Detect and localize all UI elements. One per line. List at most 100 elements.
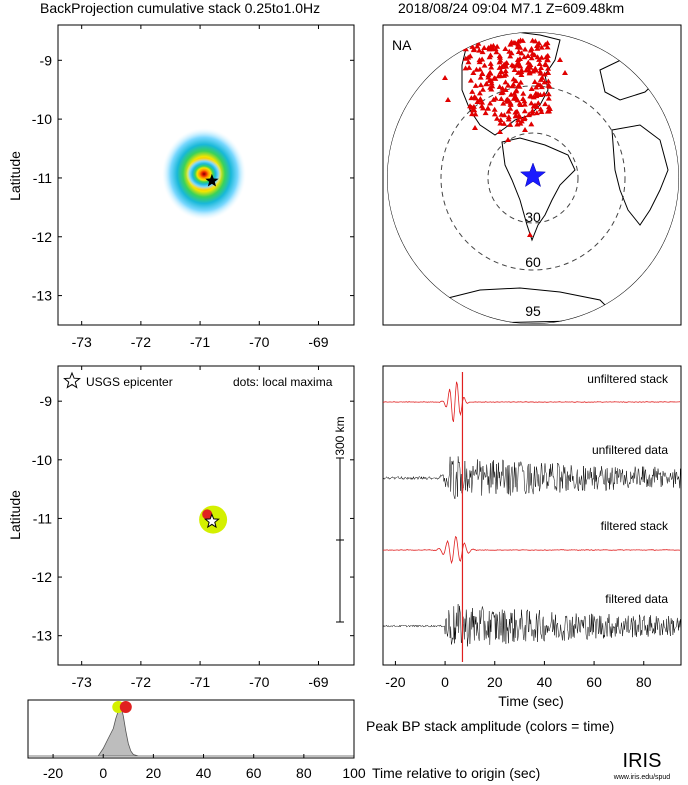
panel1-x-axis: -73 -72 -71 -70 -69 — [72, 25, 329, 350]
station-triangle — [536, 60, 543, 66]
station-triangle — [471, 93, 478, 99]
panel1-ytick-label: -13 — [32, 288, 52, 304]
peak-amplitude-panel: -20 0 20 40 60 80 100 Time relative to origin … — [27, 699, 614, 781]
station-triangle — [487, 100, 494, 106]
station-triangle — [514, 44, 521, 50]
station-triangle — [538, 109, 545, 115]
station-triangle — [515, 117, 522, 123]
panel5-xtick-label: 80 — [296, 765, 312, 781]
trace-filtered-data — [382, 604, 682, 647]
panel1-y-axis: -9 -10 -11 -12 -13 — [32, 52, 354, 304]
trace-unfiltered-stack — [382, 381, 681, 423]
station-triangle — [493, 49, 500, 55]
station-triangle — [491, 111, 498, 117]
panel3-xtick-label: -69 — [308, 674, 328, 690]
station-triangle — [489, 83, 496, 89]
station-triangle — [537, 106, 544, 112]
station-triangle — [471, 107, 478, 113]
station-triangle — [536, 56, 543, 62]
panel5-xlabel: Time relative to origin (sec) — [372, 765, 540, 781]
station-triangle — [545, 82, 552, 88]
panel3-xtick-label: -72 — [131, 674, 151, 690]
left-title: BackProjection cumulative stack 0.25to1.… — [40, 0, 320, 16]
station-triangle — [538, 84, 545, 90]
station-triangle — [522, 127, 528, 132]
panel4-x-axis: -20 0 20 40 60 80 — [385, 661, 652, 690]
panel3-ylabel: Latitude — [7, 490, 23, 540]
station-triangle — [517, 114, 524, 120]
station-triangle — [521, 101, 528, 107]
panel1-xtick-label: -69 — [308, 334, 328, 350]
station-triangle — [508, 50, 515, 56]
station-triangle — [502, 61, 509, 67]
station-triangle — [479, 49, 486, 55]
panel3-ytick-label: -12 — [32, 569, 52, 585]
station-triangle — [469, 88, 476, 94]
station-triangle — [529, 110, 536, 116]
station-triangle — [502, 79, 509, 85]
station-triangle — [527, 93, 534, 99]
station-triangle — [490, 96, 497, 102]
station-triangle — [482, 110, 489, 116]
station-triangle — [474, 98, 481, 104]
traces-panel: unfiltered stack unfiltered data filtere… — [382, 365, 682, 709]
usgs-epicenter-star-icon — [203, 513, 220, 529]
station-triangle — [467, 77, 474, 83]
station-triangle — [545, 104, 552, 110]
panel5-xtick-label: -20 — [43, 765, 63, 781]
station-triangle — [532, 38, 539, 44]
panel4-xtick-label: 40 — [537, 674, 553, 690]
station-triangle — [515, 82, 522, 88]
station-triangle — [507, 121, 514, 127]
station-triangle — [497, 117, 504, 123]
station-triangle — [523, 67, 530, 73]
station-triangle — [535, 100, 542, 106]
panel1-ytick-label: -12 — [32, 229, 52, 245]
amplitude-time-markers — [112, 701, 132, 713]
station-triangle — [487, 60, 494, 66]
station-triangle — [472, 111, 479, 117]
panel5-xtick-label: 0 — [99, 765, 107, 781]
trace-label-unfiltered-stack: unfiltered stack — [587, 372, 669, 386]
station-triangle — [515, 61, 522, 67]
station-triangle — [537, 76, 544, 82]
station-triangle — [479, 86, 486, 92]
station-triangle — [515, 69, 522, 75]
station-triangle — [475, 40, 482, 46]
station-triangle — [557, 57, 563, 62]
station-triangle — [487, 43, 494, 49]
station-triangle — [505, 137, 511, 142]
station-triangle — [477, 74, 484, 80]
panel4-xtick-label: 80 — [636, 674, 652, 690]
local-maxima-points — [199, 505, 228, 534]
station-triangle — [481, 62, 488, 68]
station-triangle — [497, 120, 504, 126]
station-triangle — [487, 69, 494, 75]
station-triangle — [472, 82, 479, 88]
station-triangle — [532, 65, 539, 71]
station-triangle — [546, 108, 553, 114]
trace-unfiltered-data — [382, 456, 682, 500]
station-triangle — [507, 53, 514, 59]
iris-logo: IRIS www.iris.edu/spud — [613, 750, 671, 781]
station-triangle — [476, 47, 483, 53]
station-triangle — [478, 103, 485, 109]
station-triangle — [528, 100, 535, 106]
panel4-xtick-label: 20 — [487, 674, 503, 690]
amplitude-time-marker — [119, 701, 132, 713]
station-triangle — [528, 55, 535, 61]
panel3-x-axis: -73 -72 -71 -70 -69 — [72, 366, 329, 690]
station-triangle — [521, 54, 528, 60]
panel1-xtick-label: -72 — [131, 334, 151, 350]
station-triangle — [545, 78, 552, 84]
panel4-xtick-label: 60 — [586, 674, 602, 690]
station-triangle — [534, 54, 541, 60]
stack-epicenter-star-icon — [205, 173, 219, 187]
panel1-xtick-label: -73 — [72, 334, 92, 350]
station-triangle — [483, 81, 490, 87]
station-triangle — [538, 44, 545, 50]
station-triangle — [484, 105, 491, 111]
network-label: NA — [392, 37, 412, 53]
station-triangle — [509, 83, 516, 89]
station-triangle — [529, 68, 536, 74]
